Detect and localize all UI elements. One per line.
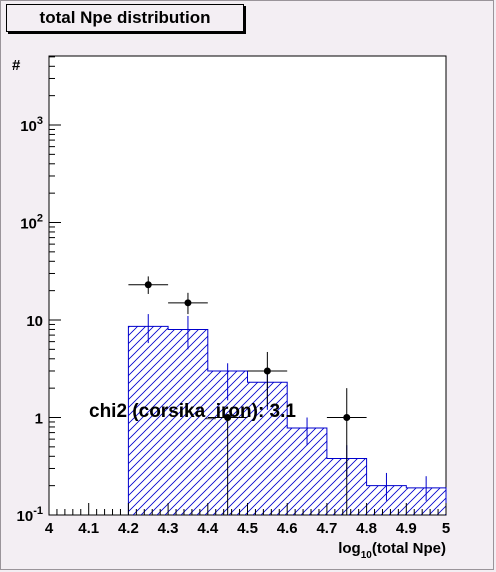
data-point (144, 281, 152, 289)
data-point (224, 414, 232, 421)
y-tick-label: 1 (35, 411, 43, 428)
x-ticks: 4 4.1 4.2 4.3 4.4 4.5 4.6 4.7 4.8 4.9 5 (45, 503, 450, 537)
y-tick-label: 10 (26, 313, 43, 330)
chi2-annotation: chi2 (corsika_iron): 3.1 (89, 401, 296, 422)
mc-outline (127, 325, 447, 515)
y-tick-label: 10-1 (17, 505, 43, 525)
y-tick-label: 103 (20, 115, 43, 135)
data-point (184, 299, 192, 307)
chart-title: total Npe distribution (6, 4, 244, 32)
mc-bin (128, 326, 169, 515)
y-tick-label: 102 (20, 213, 43, 233)
y-ticks: 10-1 1 10 102 103 (17, 56, 61, 525)
x-tick-label: 4.5 (237, 520, 258, 537)
data-point (263, 367, 271, 375)
x-tick-label: 4 (45, 520, 54, 537)
y-axis-title: # (12, 57, 21, 74)
x-tick-label: 4.6 (277, 520, 298, 537)
x-tick-label: 4.8 (356, 520, 377, 537)
x-axis-title: log10(total Npe) (338, 540, 446, 561)
x-tick-label: 4.1 (78, 520, 99, 537)
x-tick-label: 4.3 (158, 520, 179, 537)
x-tick-label: 4.2 (118, 520, 139, 537)
x-tick-label: 5 (442, 520, 450, 537)
x-tick-label: 4.4 (197, 520, 219, 537)
mc-bin (168, 329, 208, 515)
data-points (128, 276, 367, 515)
x-tick-label: 4.9 (396, 520, 417, 537)
data-point (343, 414, 351, 421)
x-tick-label: 4.7 (316, 520, 337, 537)
